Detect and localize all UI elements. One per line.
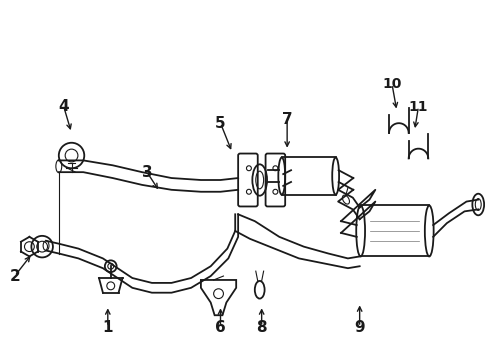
- Text: 8: 8: [256, 320, 267, 334]
- Text: 4: 4: [58, 99, 69, 114]
- Text: 10: 10: [382, 77, 402, 91]
- Text: 2: 2: [9, 269, 20, 284]
- Text: 11: 11: [409, 99, 428, 113]
- Text: 3: 3: [142, 165, 152, 180]
- Text: 9: 9: [354, 320, 365, 334]
- Text: 7: 7: [282, 112, 293, 127]
- Text: 5: 5: [215, 116, 226, 131]
- Text: 6: 6: [215, 320, 226, 334]
- Text: 1: 1: [102, 320, 113, 334]
